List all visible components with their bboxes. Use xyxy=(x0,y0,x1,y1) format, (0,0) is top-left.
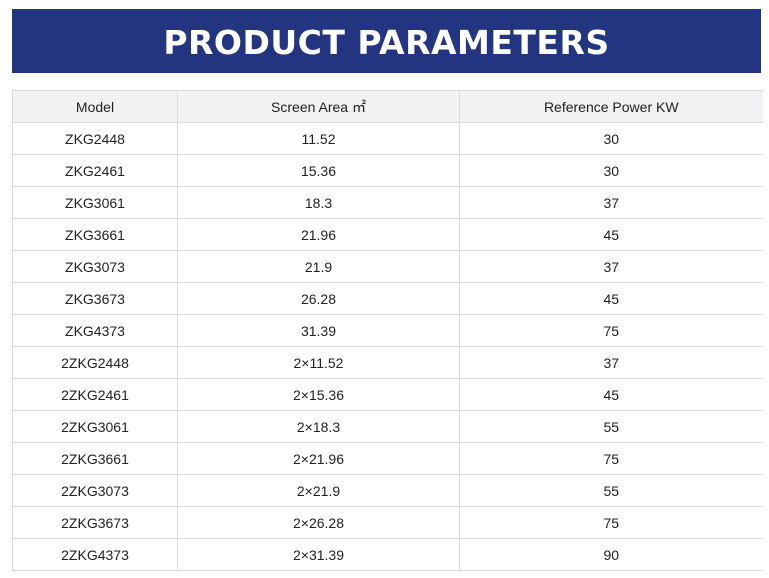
page-title: PRODUCT PARAMETERS xyxy=(163,22,610,62)
cell-model: 2ZKG3661 xyxy=(12,442,178,475)
cell-model: ZKG2461 xyxy=(12,154,178,187)
cell-screen-area: 18.3 xyxy=(177,186,460,219)
cell-power: 45 xyxy=(459,282,763,315)
cell-model: ZKG3061 xyxy=(12,186,178,219)
table-row: 2ZKG3073 2×21.9 55 xyxy=(12,474,763,507)
cell-model: 2ZKG2448 xyxy=(12,346,178,379)
title-banner: PRODUCT PARAMETERS xyxy=(12,9,761,73)
table-row: ZKG2448 11.52 30 xyxy=(12,122,763,155)
header-screen-area: Screen Area ㎡ xyxy=(177,90,460,123)
cell-screen-area: 11.52 xyxy=(177,122,460,155)
cell-screen-area: 2×26.28 xyxy=(177,506,460,539)
cell-screen-area: 2×15.36 xyxy=(177,378,460,411)
cell-model: 2ZKG3073 xyxy=(12,474,178,507)
table-row: 2ZKG2461 2×15.36 45 xyxy=(12,378,763,411)
cell-model: 2ZKG2461 xyxy=(12,378,178,411)
cell-power: 75 xyxy=(459,314,763,347)
cell-model: ZKG2448 xyxy=(12,122,178,155)
cell-power: 45 xyxy=(459,218,763,251)
header-reference-power: Reference Power KW xyxy=(459,90,763,123)
table-row: 2ZKG2448 2×11.52 37 xyxy=(12,346,763,379)
cell-power: 37 xyxy=(459,186,763,219)
cell-power: 55 xyxy=(459,410,763,443)
cell-model: 2ZKG3673 xyxy=(12,506,178,539)
table-row: ZKG3661 21.96 45 xyxy=(12,218,763,251)
table-row: 2ZKG4373 2×31.39 90 xyxy=(12,538,763,571)
table-row: ZKG4373 31.39 75 xyxy=(12,314,763,347)
cell-screen-area: 2×18.3 xyxy=(177,410,460,443)
cell-screen-area: 2×31.39 xyxy=(177,538,460,571)
cell-power: 37 xyxy=(459,346,763,379)
cell-model: ZKG3661 xyxy=(12,218,178,251)
table-row: 2ZKG3673 2×26.28 75 xyxy=(12,506,763,539)
cell-screen-area: 31.39 xyxy=(177,314,460,347)
cell-screen-area: 2×11.52 xyxy=(177,346,460,379)
cell-screen-area: 21.9 xyxy=(177,250,460,283)
header-model: Model xyxy=(12,90,178,123)
cell-screen-area: 26.28 xyxy=(177,282,460,315)
cell-power: 45 xyxy=(459,378,763,411)
cell-power: 55 xyxy=(459,474,763,507)
table-row: ZKG2461 15.36 30 xyxy=(12,154,763,187)
cell-model: ZKG4373 xyxy=(12,314,178,347)
product-parameters-table: Model Screen Area ㎡ Reference Power KW Z… xyxy=(12,90,763,571)
cell-power: 75 xyxy=(459,506,763,539)
cell-model: ZKG3073 xyxy=(12,250,178,283)
cell-screen-area: 2×21.96 xyxy=(177,442,460,475)
cell-model: 2ZKG3061 xyxy=(12,410,178,443)
table-row: 2ZKG3661 2×21.96 75 xyxy=(12,442,763,475)
table-row: ZKG3073 21.9 37 xyxy=(12,250,763,283)
cell-power: 90 xyxy=(459,538,763,571)
table-header-row: Model Screen Area ㎡ Reference Power KW xyxy=(12,90,763,123)
cell-model: ZKG3673 xyxy=(12,282,178,315)
cell-power: 30 xyxy=(459,154,763,187)
table-row: 2ZKG3061 2×18.3 55 xyxy=(12,410,763,443)
cell-screen-area: 21.96 xyxy=(177,218,460,251)
cell-screen-area: 2×21.9 xyxy=(177,474,460,507)
cell-model: 2ZKG4373 xyxy=(12,538,178,571)
cell-power: 30 xyxy=(459,122,763,155)
cell-screen-area: 15.36 xyxy=(177,154,460,187)
table-row: ZKG3061 18.3 37 xyxy=(12,186,763,219)
cell-power: 75 xyxy=(459,442,763,475)
table-row: ZKG3673 26.28 45 xyxy=(12,282,763,315)
cell-power: 37 xyxy=(459,250,763,283)
